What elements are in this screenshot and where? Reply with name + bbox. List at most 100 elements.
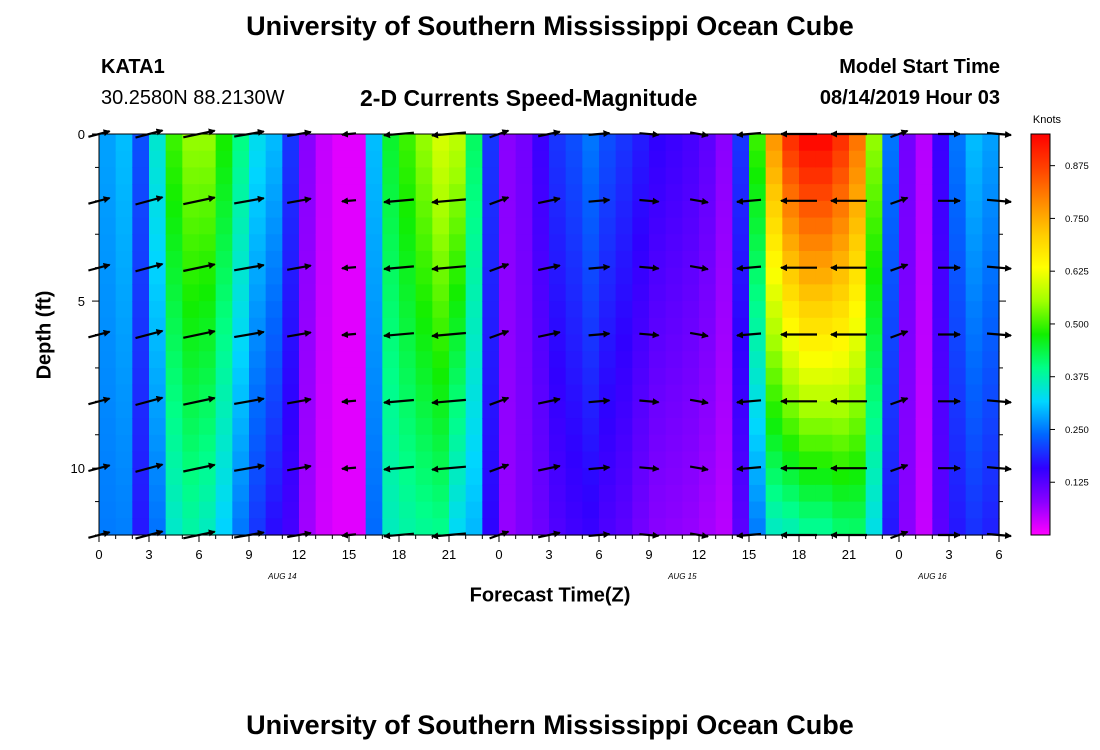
heatmap-cell: [565, 468, 583, 486]
current-vector-arrow: [287, 330, 312, 338]
heatmap-cell: [582, 384, 600, 402]
heatmap-cell: [932, 418, 950, 436]
heatmap-cell: [432, 468, 450, 486]
station-coordinates: 30.2580N 88.2130W: [101, 87, 285, 109]
heatmap-cell: [115, 501, 133, 519]
heatmap-cell: [715, 184, 733, 202]
heatmap-cell: [982, 167, 1000, 185]
heatmap-cell: [482, 434, 500, 453]
heatmap-cell: [482, 334, 500, 352]
heatmap-cell: [849, 234, 867, 252]
heatmap-cell: [115, 250, 133, 269]
heatmap-cell: [782, 384, 800, 402]
heatmap-cell: [465, 434, 483, 453]
heatmap-cell: [882, 501, 900, 519]
heatmap-cell: [149, 367, 167, 386]
heatmap-cell: [415, 451, 433, 469]
heatmap-cell: [932, 150, 950, 169]
heatmap-cell: [932, 134, 950, 152]
heatmap-cell: [265, 518, 283, 536]
heatmap-cell: [815, 501, 833, 519]
heatmap-cell: [199, 367, 217, 386]
heatmap-cell: [332, 317, 350, 336]
heatmap-cell: [832, 384, 850, 402]
heatmap-cell: [182, 167, 200, 185]
heatmap-cell: [899, 351, 917, 369]
heatmap-cell: [749, 284, 767, 302]
heatmap-cell: [882, 150, 900, 169]
heatmap-cell: [965, 484, 983, 503]
heatmap-cell: [965, 501, 983, 519]
heatmap-cell: [232, 334, 250, 352]
heatmap-cell: [232, 518, 250, 536]
heatmap-cell: [849, 384, 867, 402]
heatmap-cell: [865, 301, 883, 319]
heatmap-cell: [299, 200, 317, 219]
heatmap-cell: [265, 167, 283, 185]
heatmap-cell: [532, 418, 550, 436]
heatmap-cell: [332, 418, 350, 436]
heatmap-cell: [115, 217, 133, 235]
heatmap-cell: [765, 351, 783, 369]
heatmap-cell: [699, 468, 717, 486]
heatmap-cell: [432, 184, 450, 202]
heatmap-cell: [782, 284, 800, 302]
heatmap-cell: [415, 518, 433, 536]
heatmap-cell: [582, 334, 600, 352]
heatmap-cell: [415, 234, 433, 252]
heatmap-cell: [682, 434, 700, 453]
heatmap-cell: [599, 284, 617, 302]
heatmap-cell: [482, 267, 500, 285]
heatmap-cell: [565, 401, 583, 419]
heatmap-cell: [115, 167, 133, 185]
heatmap-cell: [599, 367, 617, 386]
heatmap-cell: [265, 468, 283, 486]
current-vector-arrow: [234, 329, 265, 339]
current-vector-arrow: [135, 262, 164, 273]
heatmap-cell: [315, 317, 333, 336]
heatmap-cell: [649, 184, 667, 202]
heatmap-cell: [599, 234, 617, 252]
heatmap-cell: [899, 134, 917, 152]
heatmap-cell: [832, 134, 850, 152]
heatmap-cell: [982, 217, 1000, 235]
heatmap-cell: [265, 134, 283, 152]
x-axis-title: Forecast Time(Z): [469, 584, 631, 607]
heatmap-cell: [765, 267, 783, 285]
heatmap-cell: [415, 301, 433, 319]
heatmap-cell: [315, 434, 333, 453]
heatmap-cell: [265, 334, 283, 352]
heatmap-cell: [115, 401, 133, 419]
heatmap-cell: [282, 451, 300, 469]
heatmap-cell: [715, 217, 733, 235]
heatmap-cell: [415, 334, 433, 352]
heatmap-cell: [649, 384, 667, 402]
heatmap-cell: [732, 200, 750, 219]
x-tick-label: 9: [245, 547, 252, 562]
heatmap-cell: [249, 401, 267, 419]
current-vector-arrow: [431, 198, 466, 206]
heatmap-cell: [415, 284, 433, 302]
heatmap-cell: [215, 167, 233, 185]
current-vector-arrow: [489, 329, 510, 339]
current-vector-arrow: [639, 264, 660, 272]
heatmap-cell: [932, 301, 950, 319]
heatmap-cell: [382, 301, 400, 319]
x-tick-label: 3: [145, 547, 152, 562]
heatmap-cell: [582, 267, 600, 285]
heatmap-cell: [332, 267, 350, 285]
heatmap-cell: [649, 267, 667, 285]
current-vector-arrow: [736, 398, 762, 406]
heatmap-cell: [282, 301, 300, 319]
heatmap-cell: [815, 234, 833, 252]
heatmap-cell: [232, 317, 250, 336]
heatmap-cell: [982, 284, 1000, 302]
heatmap-cell: [882, 334, 900, 352]
heatmap-cell: [215, 301, 233, 319]
heatmap-cell: [449, 451, 467, 469]
heatmap-cell: [449, 134, 467, 152]
heatmap-cell: [232, 451, 250, 469]
heatmap-cell: [649, 484, 667, 503]
heatmap-cell: [849, 217, 867, 235]
heatmap-cell: [582, 150, 600, 169]
